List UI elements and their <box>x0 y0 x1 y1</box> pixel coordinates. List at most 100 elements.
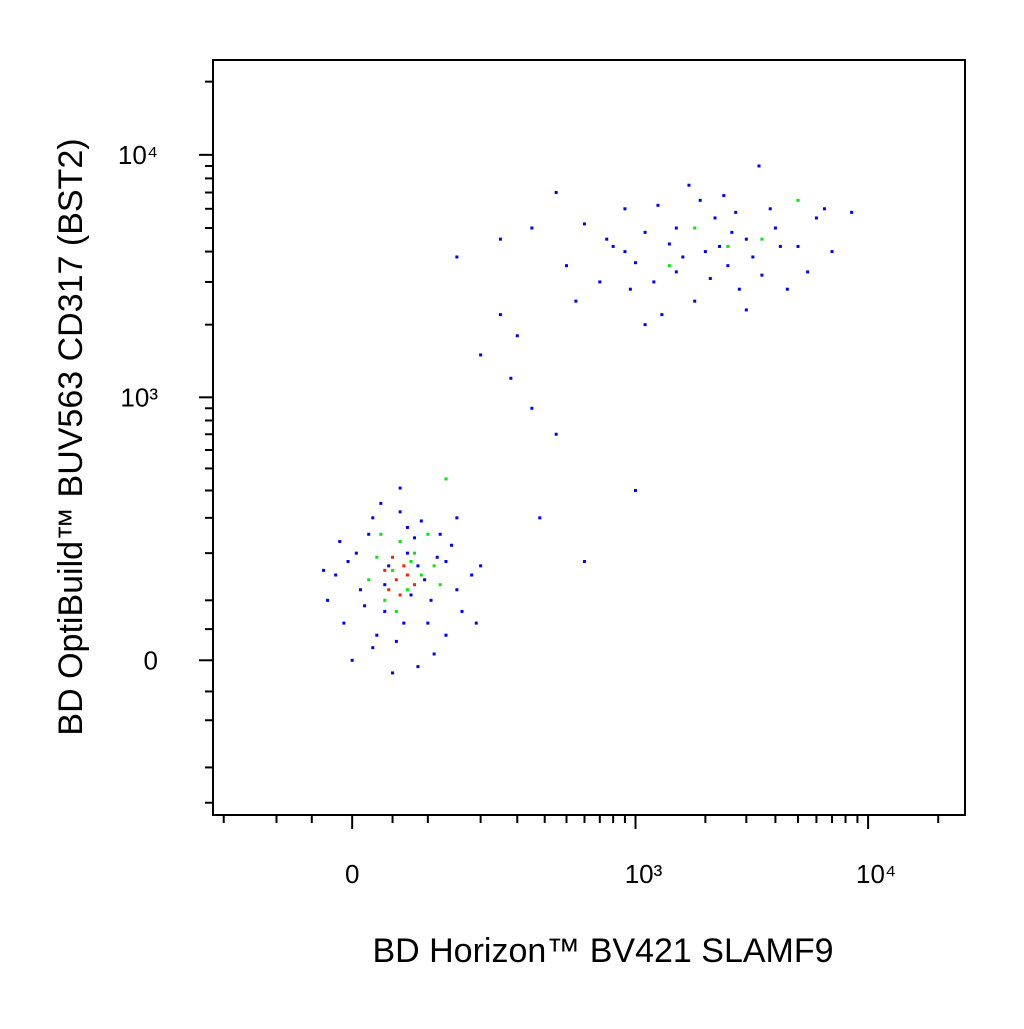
data-point <box>850 210 854 214</box>
data-point <box>383 598 387 602</box>
data-point <box>435 555 439 559</box>
data-point <box>409 593 413 597</box>
data-point <box>350 658 354 662</box>
data-point <box>460 609 464 613</box>
data-point <box>450 543 454 547</box>
data-point <box>717 244 721 248</box>
data-point <box>426 532 430 536</box>
data-point <box>744 308 748 312</box>
data-point <box>402 564 406 568</box>
data-point <box>814 216 818 220</box>
data-point <box>438 532 442 536</box>
y-tick-label: 10³ <box>120 382 158 412</box>
data-point <box>419 519 423 523</box>
data-point <box>674 270 678 274</box>
data-point <box>444 477 448 481</box>
data-point <box>574 299 578 303</box>
data-point <box>751 255 755 259</box>
data-point <box>371 516 375 520</box>
data-point <box>383 609 387 613</box>
data-point <box>634 488 638 492</box>
data-point <box>744 237 748 241</box>
data-point <box>722 194 726 198</box>
data-point <box>346 559 350 563</box>
data-point <box>656 203 660 207</box>
data-point <box>785 287 789 291</box>
data-point <box>726 244 730 248</box>
data-point <box>611 244 615 248</box>
data-point <box>405 551 409 555</box>
data-point <box>530 406 534 410</box>
data-point <box>412 536 416 540</box>
data-point <box>713 216 717 220</box>
data-point <box>326 598 330 602</box>
data-point <box>432 564 436 568</box>
data-point <box>796 198 800 202</box>
data-point <box>338 540 342 544</box>
data-point <box>582 222 586 226</box>
data-point <box>474 621 478 625</box>
data-point <box>371 646 375 650</box>
data-point <box>708 276 712 280</box>
data-point <box>643 323 647 327</box>
data-point <box>509 376 513 380</box>
data-point <box>667 264 671 268</box>
plot-frame <box>212 59 966 816</box>
data-point <box>409 559 413 563</box>
data-point <box>416 665 420 669</box>
data-point <box>405 525 409 529</box>
data-point <box>634 261 638 265</box>
data-point <box>757 164 761 168</box>
data-point <box>643 230 647 234</box>
data-point <box>455 516 459 520</box>
data-point <box>623 207 627 211</box>
data-point <box>402 621 406 625</box>
data-point <box>598 280 602 284</box>
data-point <box>726 264 730 268</box>
data-point <box>354 551 358 555</box>
data-point <box>391 671 395 675</box>
data-point <box>398 593 402 597</box>
data-point <box>412 583 416 587</box>
data-point <box>605 237 609 241</box>
data-point <box>693 226 697 230</box>
data-point <box>367 532 371 536</box>
data-point <box>394 639 398 643</box>
data-point <box>773 226 777 230</box>
data-point <box>734 210 738 214</box>
data-point <box>394 578 398 582</box>
data-point <box>737 287 741 291</box>
data-point <box>419 573 423 577</box>
data-point <box>703 250 707 254</box>
data-point <box>375 555 379 559</box>
data-point <box>412 551 416 555</box>
data-point <box>564 264 568 268</box>
data-point <box>423 578 427 582</box>
data-point <box>687 183 691 187</box>
data-point <box>652 280 656 284</box>
data-point <box>660 313 664 317</box>
data-point <box>367 578 371 582</box>
data-point <box>398 510 402 514</box>
y-tick-label: 0 <box>144 645 158 675</box>
data-point <box>416 564 420 568</box>
data-point <box>498 313 502 317</box>
data-point <box>342 621 346 625</box>
data-point <box>760 237 764 241</box>
data-point <box>582 559 586 563</box>
data-point <box>391 568 395 572</box>
data-point <box>455 255 459 259</box>
data-point <box>778 244 782 248</box>
x-tick-label: 0 <box>345 859 359 889</box>
data-point <box>429 598 433 602</box>
data-point <box>387 564 391 568</box>
data-point <box>623 250 627 254</box>
data-point <box>674 226 678 230</box>
data-point <box>363 604 367 608</box>
data-point <box>760 273 764 277</box>
data-point <box>479 353 483 357</box>
data-point <box>554 432 558 436</box>
y-axis-label: BD OptiBuild™ BUV563 CD317 (BST2) <box>52 138 90 735</box>
data-point <box>387 588 391 592</box>
